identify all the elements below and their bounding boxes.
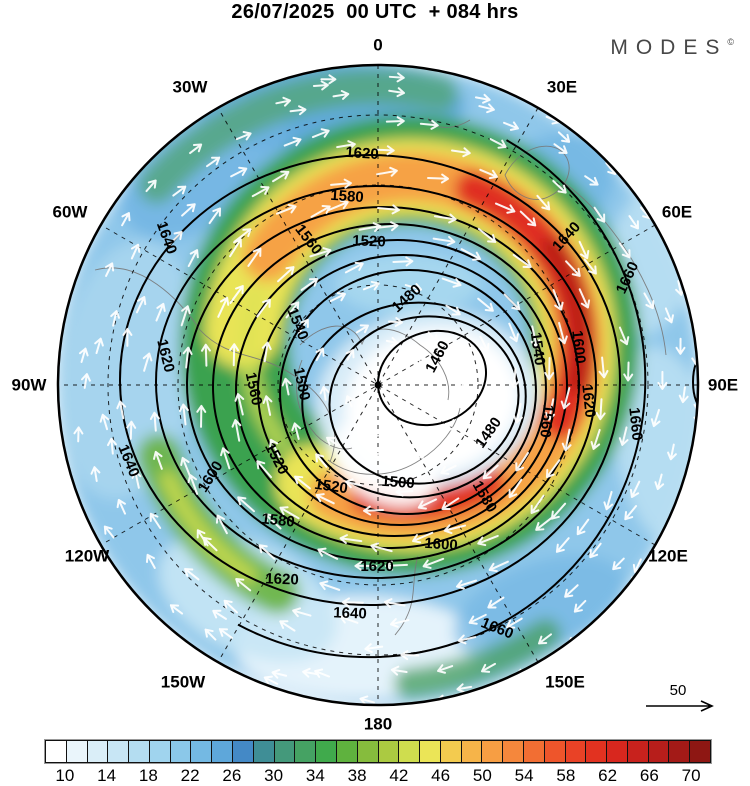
longitude-label: 120W: [65, 546, 110, 565]
contour-label: 1500: [381, 473, 415, 492]
colorbar-cell: [606, 740, 628, 763]
colorbar: 10 14 18 22 26 30 34 38 42 46 50 54 58 62 66 70: [44, 739, 712, 786]
colorbar-tick-label: 30: [264, 766, 284, 785]
contour-label: 1620: [345, 144, 379, 163]
longitude-label: 60E: [662, 202, 692, 221]
colorbar-cell: [356, 740, 379, 763]
reference-arrow-glyph: [646, 700, 714, 712]
colorbar-cell: [148, 740, 171, 763]
colorbar-cell: [315, 740, 337, 763]
colorbar-tick-label: 38: [347, 766, 367, 785]
colorbar-cell: [543, 740, 566, 763]
map-svg: 1620 1580 1520 1560 1540 1560 1500 1520 1640 1620…: [12, 35, 739, 733]
longitude-label: 0: [373, 35, 382, 54]
contour-label: 1580: [261, 510, 296, 530]
wind-speed-shading: [58, 65, 698, 705]
colorbar-cell: [211, 740, 234, 763]
colorbar-cell: [689, 740, 711, 763]
colorbar-tick-label: 70: [681, 766, 701, 785]
longitude-labels: 0 30E 60E 90E 120E 150E 180 150W 120W 90W 60W 30W: [12, 35, 739, 733]
map-boundary: [56, 63, 700, 707]
colorbar-cell: [522, 740, 545, 763]
longitude-label: 90W: [12, 375, 48, 394]
colorbar-cell: [65, 740, 88, 763]
contour-label: 1520: [313, 476, 348, 497]
contour-label: 1520: [352, 232, 386, 250]
contour-label: 1500: [290, 366, 314, 402]
contour-label: 1540: [527, 331, 548, 366]
reference-arrow-label: 50: [670, 682, 687, 699]
colorbar-cell: [398, 740, 421, 763]
colorbar-cell: [190, 740, 213, 763]
contour-label: 1640: [333, 604, 367, 622]
colorbar-cell: [564, 740, 587, 763]
colorbar-tick-label: 10: [55, 766, 75, 785]
colorbar-tick-label: 46: [431, 766, 451, 785]
colorbar-cell: [273, 740, 296, 763]
wind-arrows: [73, 72, 698, 705]
chart-title: 26/07/2025 00 UTC + 084 hrs: [231, 1, 519, 23]
colorbar-tick-label: 26: [222, 766, 242, 785]
colorbar-cell: [647, 740, 670, 763]
colorbar-cell: [45, 740, 67, 763]
contour-label: 1620: [578, 383, 598, 418]
longitude-label: 150W: [161, 672, 206, 691]
colorbar-cell: [128, 740, 150, 763]
longitude-label: 150E: [545, 672, 585, 691]
modes-logo-text: MODES: [610, 36, 728, 59]
colorbar-tick-label: 54: [514, 766, 534, 785]
contour-label: 1600: [424, 535, 458, 554]
colorbar-tick-label: 58: [556, 766, 576, 785]
colorbar-cell: [502, 740, 524, 763]
contour-label: 1560: [242, 371, 266, 407]
colorbar-tick-label: 66: [639, 766, 659, 785]
colorbar-tick-label: 18: [138, 766, 158, 785]
colorbar-cell: [294, 740, 317, 763]
colorbar-tick-label: 22: [180, 766, 200, 785]
colorbar-tick-label: 14: [97, 766, 117, 785]
coastlines: [94, 117, 667, 636]
modes-logo-symbol: ©: [727, 37, 734, 47]
colorbar-cell: [86, 740, 109, 763]
colorbar-cell: [481, 740, 504, 763]
colorbar-cell: [252, 740, 275, 763]
contour-label: 1560: [536, 404, 556, 439]
colorbar-tick-label: 50: [472, 766, 492, 785]
longitude-label: 120E: [648, 546, 688, 565]
pole-marker: [374, 381, 382, 389]
longitude-label: 30W: [173, 77, 209, 96]
colorbar-tick-label: 34: [305, 766, 325, 785]
colorbar-cell: [668, 740, 691, 763]
colorbar-cells: [44, 739, 712, 764]
colorbar-tick-label: 62: [598, 766, 618, 785]
contour-lines: [119, 139, 698, 659]
colorbar-cell: [335, 740, 358, 763]
colorbar-cell: [585, 740, 608, 763]
colorbar-cell: [377, 740, 400, 763]
contour-label: 1620: [265, 570, 299, 588]
longitude-label: 30E: [547, 77, 577, 96]
wind-reference-arrow: 50: [646, 682, 714, 712]
colorbar-cell: [169, 740, 192, 763]
colorbar-cell: [626, 740, 649, 763]
longitude-label: 90E: [708, 375, 738, 394]
colorbar-cell: [460, 740, 483, 763]
contour-label: 1660: [625, 406, 645, 441]
modes-logo: MODES©: [610, 36, 734, 60]
longitude-label: 180: [364, 714, 392, 733]
contour-label: 1600: [568, 329, 588, 364]
colorbar-tick-label: 42: [389, 766, 409, 785]
colorbar-tick-labels: 10 14 18 22 26 30 34 38 42 46 50 54 58 62 66 70: [44, 766, 712, 786]
colorbar-cell: [419, 740, 441, 763]
contour-label: 1620: [360, 558, 393, 575]
contour-label: 1580: [330, 187, 364, 206]
colorbar-cell: [439, 740, 462, 763]
colorbar-cell: [232, 740, 254, 763]
longitude-label: 60W: [53, 202, 89, 221]
colorbar-cell: [107, 740, 130, 763]
